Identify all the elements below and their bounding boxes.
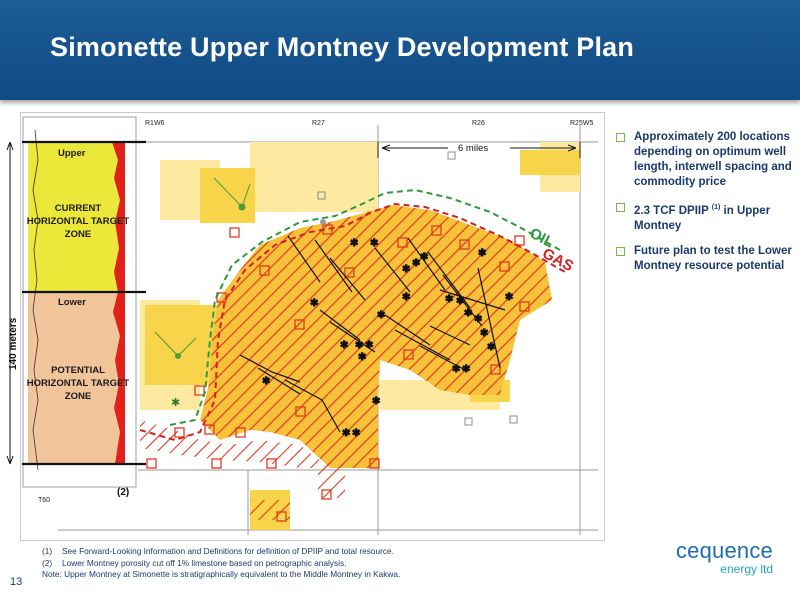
bullet-list: Approximately 200 locations depending on… <box>614 130 794 284</box>
development-area <box>200 205 552 468</box>
svg-text:✱: ✱ <box>462 364 470 375</box>
svg-text:✱: ✱ <box>505 292 513 303</box>
gas-line <box>139 202 566 442</box>
page-number: 13 <box>10 576 23 588</box>
development-area-west <box>140 420 330 468</box>
svg-text:✱: ✱ <box>480 328 488 339</box>
svg-text:✱: ✱ <box>487 342 495 353</box>
svg-text:✱: ✱ <box>464 308 472 319</box>
svg-text:✱: ✱ <box>358 352 366 363</box>
bullet-item: Approximately 200 locations depending on… <box>614 130 794 190</box>
svg-text:✱: ✱ <box>420 252 428 263</box>
log-upper-label: Upper <box>58 148 86 159</box>
slide-title: Simonette Upper Montney Development Plan <box>50 32 635 62</box>
svg-text:✱: ✱ <box>377 310 385 321</box>
svg-text:✱: ✱ <box>445 294 453 305</box>
bullet-footnote: (1) <box>711 204 721 211</box>
svg-text:✱: ✱ <box>402 292 410 303</box>
svg-text:✱: ✱ <box>342 428 350 439</box>
svg-text:✱: ✱ <box>340 340 348 351</box>
checkbox-bullet-icon <box>616 133 625 142</box>
well-symbols: ✱ ✱ ✱✱✱ ✱ ✱ ✱ ✱✱✱ ✱✱✱ ✱ ✱ ✱ ✱✱ ✱ ✱✱✱ ✱ ✱✱ <box>262 238 514 440</box>
footnote-2: (2) Lower Montney porosity cut off 1% lim… <box>42 557 347 568</box>
footnotes: (1) See Forward-Looking Information and D… <box>42 546 400 581</box>
svg-text:✱: ✱ <box>365 340 373 351</box>
oil-line <box>169 188 561 426</box>
potential-target-zone-label: POTENTIAL HORIZONTAL TARGET ZONE <box>26 365 130 402</box>
bullet-item: 2.3 TCF DPIIP (1) in Upper Montney <box>614 200 794 234</box>
scale-bar <box>377 142 581 158</box>
grey-well-markers <box>317 151 518 426</box>
svg-text:✱: ✱ <box>452 364 460 375</box>
title-bar: Simonette Upper Montney Development Plan <box>0 0 800 100</box>
svg-text:✱: ✱ <box>402 264 410 275</box>
current-target-zone-label: CURRENT HORIZONTAL TARGET ZONE <box>26 203 130 240</box>
range-label-r26: R26 <box>472 120 485 127</box>
svg-text:✱: ✱ <box>355 340 363 351</box>
svg-text:✱: ✱ <box>478 248 486 259</box>
log-footnote-ref: (2) <box>117 487 129 498</box>
log-thickness-label: 140 meters <box>8 317 19 370</box>
bullet-text-post: in Upper Montney <box>634 204 771 232</box>
log-lower-label: Lower <box>58 297 86 308</box>
scale-label: 6 miles <box>458 143 488 154</box>
svg-text:✱: ✱ <box>310 298 318 309</box>
svg-text:✱: ✱ <box>352 428 360 439</box>
log-bottom-marker: T60 <box>38 497 50 504</box>
range-label-r1w6: R1W6 <box>145 120 165 127</box>
development-area-south <box>318 462 345 498</box>
section-markers <box>146 224 530 522</box>
svg-text:✱: ✱ <box>474 314 482 325</box>
svg-text:✱: ✱ <box>372 396 380 407</box>
checkbox-bullet-icon <box>616 203 625 212</box>
range-label-r25w5: R25W5 <box>570 120 593 127</box>
svg-text:✱: ✱ <box>350 238 358 249</box>
logo-subtitle: energy ltd <box>720 562 773 576</box>
svg-text:✱: ✱ <box>412 258 420 269</box>
svg-text:✱: ✱ <box>171 396 180 409</box>
logo-name: cequence <box>675 538 773 563</box>
svg-text:✱: ✱ <box>456 296 464 307</box>
development-area-south2 <box>250 500 290 520</box>
bullet-text: Future plan to test the Lower Montney re… <box>634 244 792 272</box>
company-logo: cequence energy ltd <box>645 540 773 576</box>
land-parcels <box>145 150 580 530</box>
bullet-text: Approximately 200 locations depending on… <box>634 131 792 188</box>
footnote-note: Note: Upper Montney at Simonette is stra… <box>42 569 401 579</box>
checkbox-bullet-icon <box>616 246 625 256</box>
well-log <box>6 116 146 488</box>
footnote-1: (1) See Forward-Looking Information and D… <box>42 546 394 556</box>
horizontal-wells <box>239 235 506 433</box>
bullet-item: Future plan to test the Lower Montney re… <box>614 244 794 274</box>
svg-text:✱: ✱ <box>262 376 270 387</box>
bullet-text-pre: 2.3 TCF DPIIP <box>634 204 712 217</box>
range-label-r27: R27 <box>312 120 325 127</box>
grey-pad <box>320 219 326 225</box>
svg-text:✱: ✱ <box>370 238 378 249</box>
